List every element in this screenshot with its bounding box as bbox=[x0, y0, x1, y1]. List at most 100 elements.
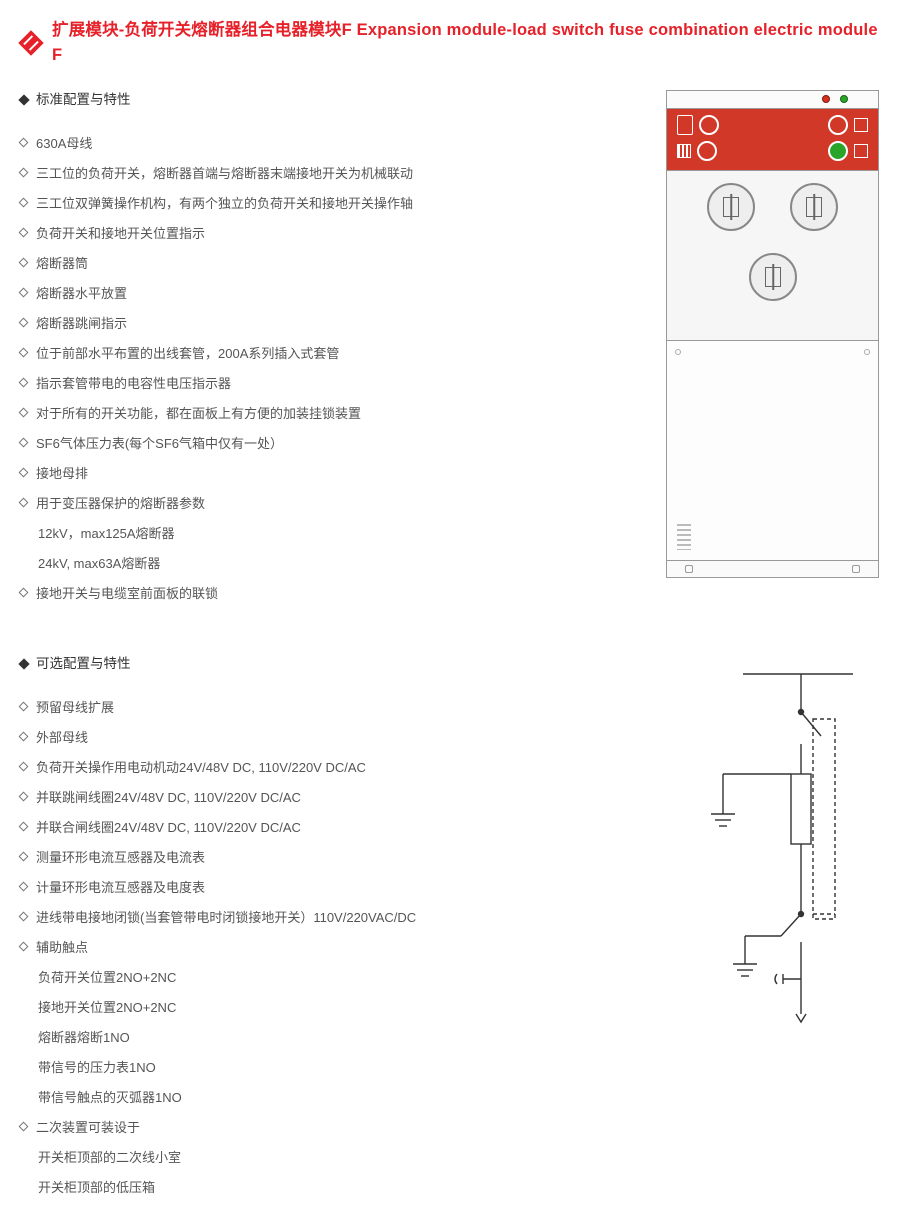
bullet-hollow-icon bbox=[19, 257, 29, 267]
led-green-icon bbox=[840, 95, 848, 103]
list-item-text: 24kV, max63A熔断器 bbox=[38, 554, 160, 574]
list-item: 对于所有的开关功能，都在面板上有方便的加装挂锁装置 bbox=[20, 404, 647, 424]
panel-circle-icon bbox=[828, 115, 848, 135]
list-item-text: 接地开关位置2NO+2NC bbox=[38, 998, 176, 1018]
list-item-text: 接地母排 bbox=[36, 464, 88, 484]
section2-heading-text: 可选配置与特性 bbox=[36, 654, 131, 674]
list-item-text: 带信号触点的灭弧器1NO bbox=[38, 1088, 182, 1108]
section-optional: 可选配置与特性 预留母线扩展外部母线负荷开关操作用电动机动24V/48V DC,… bbox=[20, 654, 880, 1208]
list-item-text: 并联合闸线圈24V/48V DC, 110V/220V DC/AC bbox=[36, 818, 301, 838]
bullet-hollow-icon bbox=[19, 702, 29, 712]
list-item: 指示套管带电的电容性电压指示器 bbox=[20, 374, 647, 394]
list-item: 24kV, max63A熔断器 bbox=[20, 554, 647, 574]
list-item: 熔断器熔断1NO bbox=[20, 1028, 647, 1048]
list-item: 开关柜顶部的二次线小室 bbox=[20, 1148, 647, 1168]
list-item: 带信号触点的灭弧器1NO bbox=[20, 1088, 647, 1108]
bullet-hollow-icon bbox=[19, 852, 29, 862]
list-item-text: 熔断器筒 bbox=[36, 254, 88, 274]
list-item-text: 辅助触点 bbox=[36, 938, 88, 958]
bullet-hollow-icon bbox=[19, 762, 29, 772]
list-item-text: 对于所有的开关功能，都在面板上有方便的加装挂锁装置 bbox=[36, 404, 361, 424]
bullet-hollow-icon bbox=[19, 912, 29, 922]
bullet-hollow-icon bbox=[19, 437, 29, 447]
list-item-text: 预留母线扩展 bbox=[36, 698, 114, 718]
cabinet-base bbox=[667, 561, 878, 577]
schematic-diagram bbox=[665, 654, 880, 1024]
section1-heading: 标准配置与特性 bbox=[20, 90, 647, 110]
list-item-text: 二次装置可装设于 bbox=[36, 1118, 140, 1138]
led-red-icon bbox=[822, 95, 830, 103]
bullet-hollow-icon bbox=[19, 227, 29, 237]
screw-icon bbox=[675, 349, 681, 355]
bullet-hollow-icon bbox=[19, 1122, 29, 1132]
list-item: 并联跳闸线圈24V/48V DC, 110V/220V DC/AC bbox=[20, 788, 647, 808]
panel-square-icon bbox=[854, 144, 868, 158]
list-item: 三工位的负荷开关，熔断器首端与熔断器末端接地开关为机械联动 bbox=[20, 164, 647, 184]
bullet-hollow-icon bbox=[19, 942, 29, 952]
bullet-hollow-icon bbox=[19, 377, 29, 387]
list-item: 熔断器水平放置 bbox=[20, 284, 647, 304]
list-item-text: 630A母线 bbox=[36, 134, 92, 154]
list-item-text: 计量环形电流互感器及电度表 bbox=[36, 878, 205, 898]
list-item: 位于前部水平布置的出线套管，200A系列插入式套管 bbox=[20, 344, 647, 364]
list-item-text: 带信号的压力表1NO bbox=[38, 1058, 156, 1078]
list-item-text: 进线带电接地闭锁(当套管带电时闭锁接地开关）110V/220VAC/DC bbox=[36, 908, 416, 928]
list-item-text: 三工位的负荷开关，熔断器首端与熔断器末端接地开关为机械联动 bbox=[36, 164, 413, 184]
list-item: 三工位双弹簧操作机构，有两个独立的负荷开关和接地开关操作轴 bbox=[20, 194, 647, 214]
bullet-hollow-icon bbox=[19, 317, 29, 327]
list-item-text: 测量环形电流互感器及电流表 bbox=[36, 848, 205, 868]
list-item-text: 熔断器水平放置 bbox=[36, 284, 127, 304]
panel-circle-icon bbox=[699, 115, 719, 135]
bullet-hollow-icon bbox=[19, 497, 29, 507]
page-title: 扩展模块-负荷开关熔断器组合电器模块F Expansion module-loa… bbox=[52, 18, 880, 68]
screw-icon bbox=[864, 349, 870, 355]
list-item: 二次装置可装设于 bbox=[20, 1118, 647, 1138]
list-item: 并联合闸线圈24V/48V DC, 110V/220V DC/AC bbox=[20, 818, 647, 838]
list-item: 带信号的压力表1NO bbox=[20, 1058, 647, 1078]
list-item-text: 负荷开关和接地开关位置指示 bbox=[36, 224, 205, 244]
list-item-text: 位于前部水平布置的出线套管，200A系列插入式套管 bbox=[36, 344, 339, 364]
bullet-hollow-icon bbox=[19, 467, 29, 477]
section1-list: 630A母线三工位的负荷开关，熔断器首端与熔断器末端接地开关为机械联动三工位双弹… bbox=[20, 134, 647, 604]
section2-list: 预留母线扩展外部母线负荷开关操作用电动机动24V/48V DC, 110V/22… bbox=[20, 698, 647, 1198]
list-item: 12kV，max125A熔断器 bbox=[20, 524, 647, 544]
bullet-solid-icon bbox=[18, 94, 29, 105]
bullet-hollow-icon bbox=[19, 587, 29, 597]
panel-circle-icon bbox=[697, 141, 717, 161]
cabinet-knob-icon bbox=[790, 183, 838, 231]
list-item: 计量环形电流互感器及电度表 bbox=[20, 878, 647, 898]
list-item: 测量环形电流互感器及电流表 bbox=[20, 848, 647, 868]
list-item-text: 接地开关与电缆室前面板的联锁 bbox=[36, 584, 218, 604]
list-item: 用于变压器保护的熔断器参数 bbox=[20, 494, 647, 514]
list-item-text: 外部母线 bbox=[36, 728, 88, 748]
bullet-hollow-icon bbox=[19, 347, 29, 357]
panel-rect-icon bbox=[677, 115, 693, 135]
foot-icon bbox=[852, 565, 860, 573]
list-item: 开关柜顶部的低压箱 bbox=[20, 1178, 647, 1198]
list-item: 负荷开关位置2NO+2NC bbox=[20, 968, 647, 988]
list-item: 负荷开关和接地开关位置指示 bbox=[20, 224, 647, 244]
list-item: 预留母线扩展 bbox=[20, 698, 647, 718]
page-header: 扩展模块-负荷开关熔断器组合电器模块F Expansion module-loa… bbox=[20, 18, 880, 68]
cabinet-door bbox=[667, 341, 878, 561]
bullet-hollow-icon bbox=[19, 732, 29, 742]
list-item-text: 负荷开关操作用电动机动24V/48V DC, 110V/220V DC/AC bbox=[36, 758, 366, 778]
list-item: 接地开关位置2NO+2NC bbox=[20, 998, 647, 1018]
cabinet-top bbox=[667, 91, 878, 109]
section1-heading-text: 标准配置与特性 bbox=[36, 90, 131, 110]
bullet-hollow-icon bbox=[19, 822, 29, 832]
list-item-text: 用于变压器保护的熔断器参数 bbox=[36, 494, 205, 514]
list-item-text: 三工位双弹簧操作机构，有两个独立的负荷开关和接地开关操作轴 bbox=[36, 194, 413, 214]
panel-hatch-icon bbox=[677, 144, 691, 158]
cabinet-knob-icon bbox=[749, 253, 797, 301]
list-item: SF6气体压力表(每个SF6气箱中仅有一处） bbox=[20, 434, 647, 454]
cabinet-illustration bbox=[666, 90, 879, 578]
list-item: 外部母线 bbox=[20, 728, 647, 748]
list-item: 熔断器筒 bbox=[20, 254, 647, 274]
list-item-text: 熔断器熔断1NO bbox=[38, 1028, 130, 1048]
bullet-hollow-icon bbox=[19, 882, 29, 892]
list-item: 熔断器跳闸指示 bbox=[20, 314, 647, 334]
header-logo-icon bbox=[18, 30, 43, 55]
list-item: 630A母线 bbox=[20, 134, 647, 154]
bullet-hollow-icon bbox=[19, 407, 29, 417]
